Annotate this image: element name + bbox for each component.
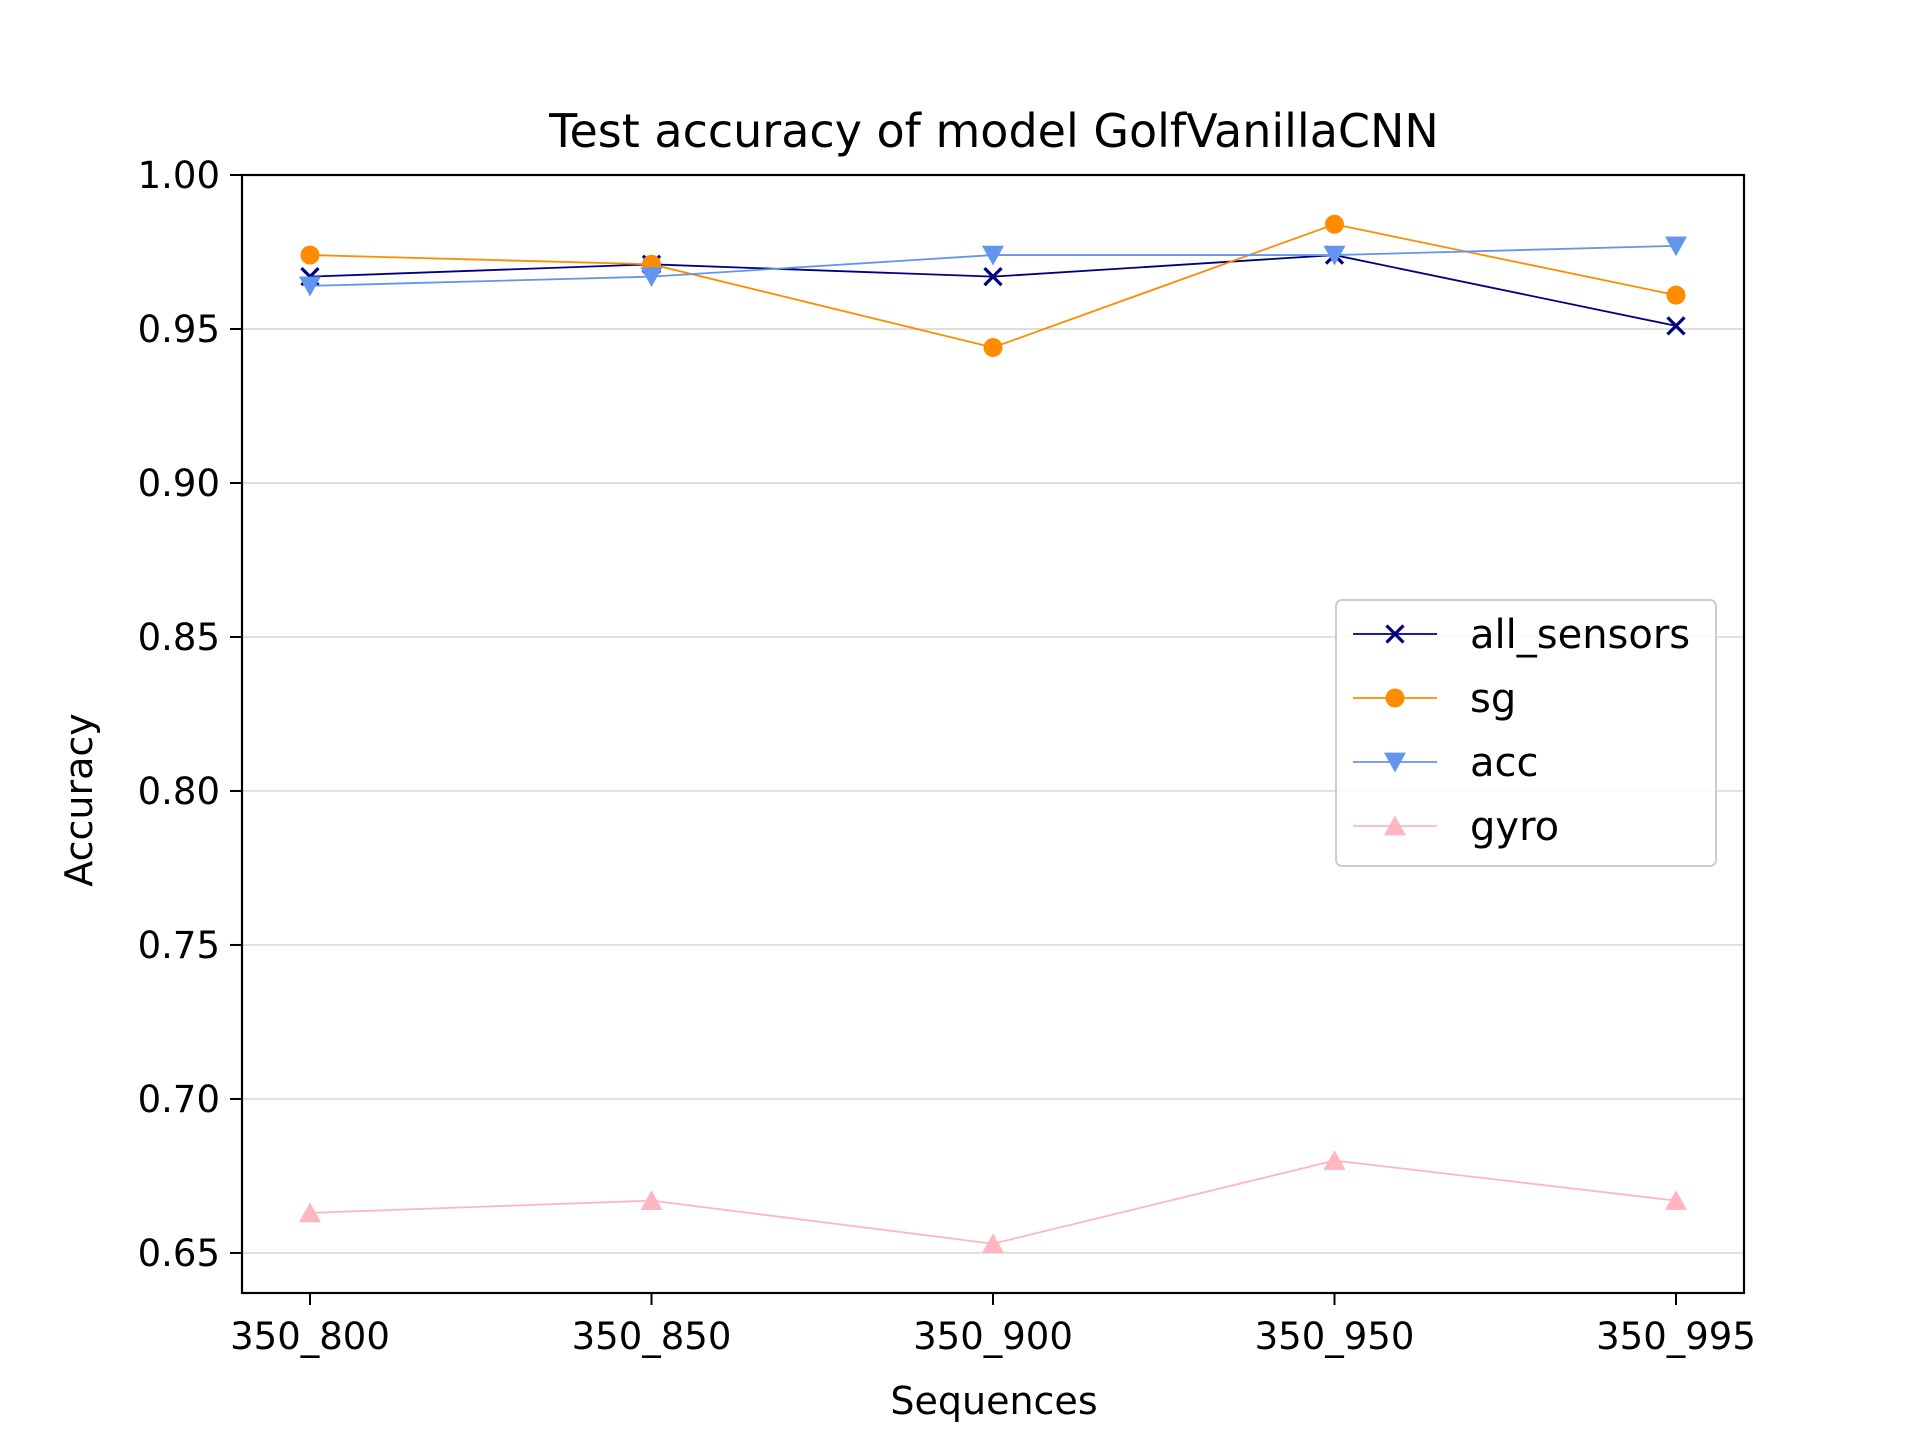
x-tick-label: 350_800: [230, 1315, 390, 1358]
chart-title: Test accuracy of model GolfVanillaCNN: [548, 104, 1439, 158]
data-point: [640, 1190, 663, 1210]
legend-box: [1335, 599, 1717, 867]
legend-label: all_sensors: [1470, 612, 1690, 658]
legend-label: sg: [1470, 676, 1516, 722]
data-point: [983, 267, 1003, 287]
x-tick-label: 350_900: [913, 1315, 1073, 1358]
y-tick-label: 0.70: [138, 1078, 220, 1121]
data-point: [1323, 1150, 1346, 1170]
legend-label: gyro: [1470, 804, 1559, 850]
data-point: [1665, 236, 1687, 257]
data-point: [1665, 1190, 1687, 1210]
series-group: [299, 214, 1687, 1254]
y-tick-label: 0.90: [138, 462, 220, 505]
data-point: [300, 245, 320, 265]
y-tick-label: 0.85: [138, 616, 220, 659]
data-point: [640, 267, 663, 288]
data-point: [982, 1233, 1004, 1254]
data-point: [983, 337, 1003, 357]
legend-marker: [1385, 624, 1405, 644]
x-tick-label: 350_995: [1596, 1315, 1756, 1358]
data-point: [1666, 285, 1686, 305]
data-point: [1325, 214, 1344, 234]
data-point: [1323, 245, 1346, 266]
y-axis-label: Accuracy: [57, 713, 101, 887]
data-point: [982, 245, 1004, 266]
data-point: [299, 276, 321, 297]
y-tick-label: 0.65: [138, 1232, 220, 1275]
x-axis-label: Sequences: [890, 1379, 1097, 1423]
grid-lines: [242, 328, 1744, 1254]
y-tick-label: 0.75: [138, 924, 220, 967]
y-tick-label: 0.95: [138, 308, 220, 351]
legend-marker: [1384, 815, 1406, 836]
legend-label: acc: [1470, 740, 1539, 786]
x-tick-label: 350_950: [1255, 1315, 1415, 1358]
y-axis: 0.65 0.70 0.75 0.80 0.85 0.90 0.95 1.00: [138, 154, 242, 1275]
y-tick-label: 1.00: [138, 154, 220, 197]
y-tick-label: 0.80: [138, 770, 220, 813]
legend-marker: [1385, 688, 1405, 708]
legend-marker: [1384, 752, 1406, 773]
x-axis: 350_800 350_850 350_900 350_950 350_995: [230, 1293, 1756, 1358]
data-point: [299, 1202, 321, 1223]
x-tick-label: 350_850: [572, 1315, 732, 1358]
data-point: [1666, 316, 1686, 336]
